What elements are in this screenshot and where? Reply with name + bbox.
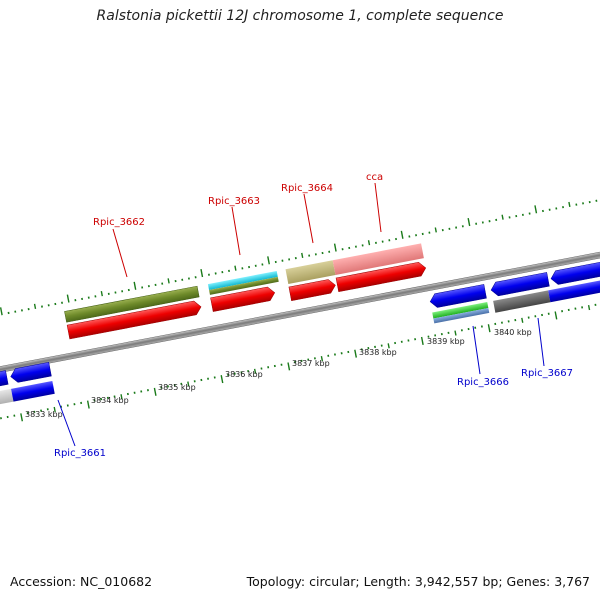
feature-rpic-3663-cyan[interactable] [207,270,278,290]
scale-tick [220,375,224,384]
gene-label-rpic-3666[interactable]: Rpic_3666 [457,377,509,388]
feature-rpic-3664-khaki[interactable] [285,260,336,285]
scale-tick [66,294,70,303]
feature-rpic-3666-green[interactable] [432,302,489,319]
scale-tick [387,343,390,349]
scale-tick [587,304,591,311]
gene-label-rpic-3662[interactable]: Rpic_3662 [93,217,145,228]
scale-tick [501,214,504,220]
cds-rpic-3664[interactable] [288,278,337,301]
scale-tick [33,303,37,309]
gene-label-rpic-3667[interactable]: Rpic_3667 [521,368,573,379]
scale-tick [133,281,137,290]
scale-tick [153,387,157,396]
scale-tick [467,218,471,227]
cds-rpic-3668[interactable] [550,258,600,286]
feature-rpic-3663-olive[interactable] [209,276,279,295]
gene-label-rpic-3664[interactable]: Rpic_3664 [281,183,333,194]
scale-tick [86,400,90,409]
cds-rpic-3666[interactable] [429,284,487,308]
reverse-strand-features [0,258,600,413]
feature-cca-pink[interactable] [332,243,424,276]
scale-label: 3840 kbp [494,328,532,337]
scale-tick [20,413,24,422]
accession-text: Accession: NC_010682 [10,574,153,589]
scale-tick [420,336,424,345]
cds-rpic-3660[interactable] [0,370,9,395]
gene-label-rpic-3663[interactable]: Rpic_3663 [208,196,260,207]
feature-rpic-3660-light[interactable] [0,388,14,413]
scale-tick [333,243,337,252]
chromosome-backbone [0,207,600,383]
map-title: Ralstonia pickettii 12J chromosome 1, co… [96,8,504,24]
scale-label: 3835 kbp [158,383,196,392]
feature-rpic-3661-blue[interactable] [11,380,55,402]
cds-rpic-3662[interactable] [66,300,202,340]
scale-label: 3838 kbp [359,348,397,357]
gene-label-rpic-3661[interactable]: Rpic_3661 [54,448,106,459]
scale-label: 3837 kbp [292,359,330,368]
feature-rpic-3666-steel[interactable] [433,307,490,324]
scale-tick [320,355,324,362]
scale-tick [287,362,291,371]
gene-callout-lines [57,182,545,447]
gene-label-cca[interactable]: cca [366,172,383,183]
scale-label: 3834 kbp [91,396,129,405]
scale-tick [434,227,437,233]
scale-tick [367,240,371,246]
scale-tick [487,324,491,333]
forward-scale-ticks [0,199,598,316]
scale-label: 3836 kbp [225,370,263,379]
reverse-scale-ticks [0,303,597,422]
scale-tick [100,291,103,297]
feature-rpic-3667-dark[interactable] [493,290,551,313]
scale-tick [167,278,170,284]
scale-tick [301,252,304,258]
scale-tick [187,381,190,387]
scale-tick [120,394,123,400]
cds-rpic-3667[interactable] [490,272,550,297]
cds-cca[interactable] [335,261,427,293]
scale-tick [0,307,3,316]
scale-tick [354,349,358,358]
cds-rpic-3663[interactable] [210,286,276,312]
scale-tick [234,265,237,271]
scale-label: 3839 kbp [427,337,465,346]
kbp-scale-labels: 3833 kbp 3834 kbp 3835 kbp 3836 kbp 3837… [25,328,532,419]
scale-label: 3833 kbp [25,410,63,419]
scale-tick [454,330,457,336]
scale-tick [53,406,56,413]
gene-labels: Rpic_3662 Rpic_3663 Rpic_3664 cca Rpic_3… [54,172,573,459]
scale-tick [521,317,524,323]
scale-tick [253,368,257,374]
scale-tick [534,205,538,214]
genome-summary-text: Topology: circular; Length: 3,942,557 bp… [246,574,590,589]
scale-tick [568,201,571,208]
cds-rpic-3661[interactable] [9,361,52,383]
scale-tick [267,256,270,265]
feature-rpic-3668-blue[interactable] [548,276,600,303]
forward-strand-features [64,243,427,340]
scale-tick [200,268,204,278]
scale-tick [554,311,558,320]
scale-tick [400,230,404,239]
feature-rpic-3662-olive[interactable] [64,285,200,323]
